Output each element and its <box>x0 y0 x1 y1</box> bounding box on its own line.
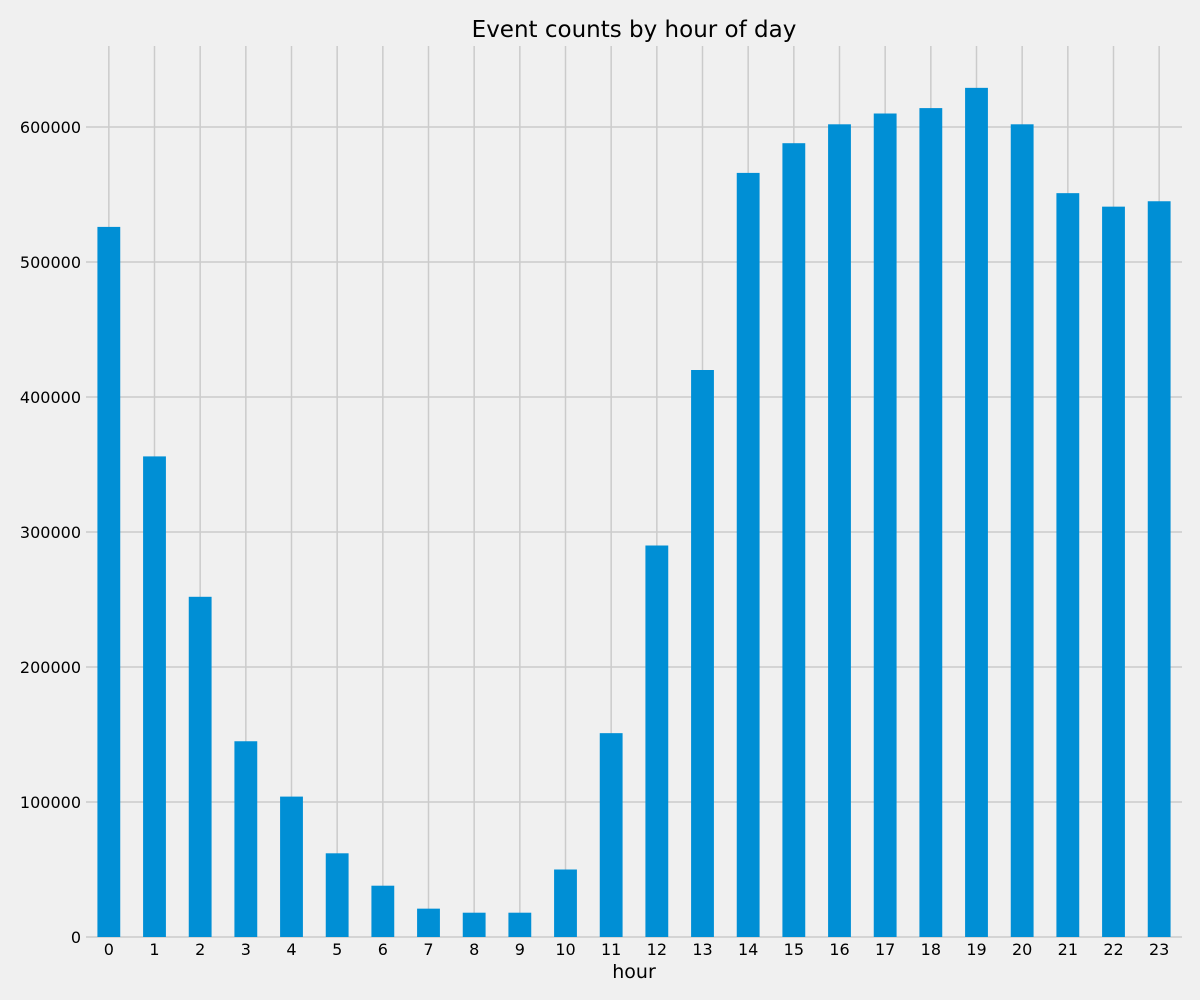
bar-hour-10 <box>554 869 577 937</box>
bar-hour-16 <box>828 124 851 938</box>
bar-hour-2 <box>188 596 212 937</box>
bar-hour-1 <box>143 456 166 937</box>
y-tick-label: 100000 <box>20 793 81 812</box>
bar-hour-9 <box>508 912 532 937</box>
x-tick-label: 22 <box>1103 940 1123 959</box>
y-tick-label: 300000 <box>20 523 81 542</box>
x-tick-label: 20 <box>1012 940 1032 959</box>
y-tick-label: 400000 <box>20 388 81 407</box>
bar-hour-8 <box>462 912 486 937</box>
x-tick-label: 9 <box>515 940 525 959</box>
x-tick-label: 18 <box>921 940 941 959</box>
bars <box>97 87 1171 938</box>
bar-hour-20 <box>1010 124 1034 938</box>
x-tick-label: 21 <box>1058 940 1078 959</box>
x-tick-label: 3 <box>241 940 251 959</box>
bar-hour-11 <box>599 733 623 937</box>
bar-hour-21 <box>1056 193 1080 937</box>
bar-hour-5 <box>325 853 349 937</box>
x-tick-label: 16 <box>829 940 849 959</box>
x-tick-label: 7 <box>423 940 433 959</box>
bar-hour-7 <box>417 908 440 937</box>
x-tick-label: 19 <box>966 940 986 959</box>
x-tick-label: 6 <box>378 940 388 959</box>
x-tick-label: 15 <box>784 940 804 959</box>
x-tick-label: 13 <box>692 940 712 959</box>
x-tick-label: 14 <box>738 940 758 959</box>
bar-hour-23 <box>1147 201 1171 937</box>
x-tick-label: 4 <box>286 940 296 959</box>
bar-hour-14 <box>736 172 760 937</box>
bar-hour-3 <box>234 741 258 937</box>
x-tick-label: 1 <box>149 940 159 959</box>
x-tick-label: 8 <box>469 940 479 959</box>
bar-hour-17 <box>873 113 897 937</box>
y-tick-label: 0 <box>71 928 81 947</box>
bar-hour-4 <box>280 796 303 937</box>
bar-hour-15 <box>782 143 806 937</box>
x-tick-label: 2 <box>195 940 205 959</box>
bar-hour-18 <box>919 108 943 938</box>
chart-title: Event counts by hour of day <box>472 17 797 43</box>
bar-hour-13 <box>691 370 714 937</box>
y-tick-label: 500000 <box>20 253 81 272</box>
x-tick-label: 11 <box>601 940 621 959</box>
bar-hour-19 <box>965 87 988 938</box>
x-tick-label: 23 <box>1149 940 1169 959</box>
bar-hour-6 <box>371 885 395 937</box>
x-tick-label: 12 <box>647 940 667 959</box>
x-tick-label: 17 <box>875 940 895 959</box>
x-tick-label: 10 <box>555 940 575 959</box>
bar-hour-0 <box>97 226 121 937</box>
bar-hour-22 <box>1102 206 1125 937</box>
x-tick-label: 5 <box>332 940 342 959</box>
y-tick-label: 600000 <box>20 118 81 137</box>
y-tick-label: 200000 <box>20 658 81 677</box>
x-axis-label: hour <box>612 961 656 983</box>
bar-hour-12 <box>645 545 669 937</box>
x-tick-label: 0 <box>104 940 114 959</box>
